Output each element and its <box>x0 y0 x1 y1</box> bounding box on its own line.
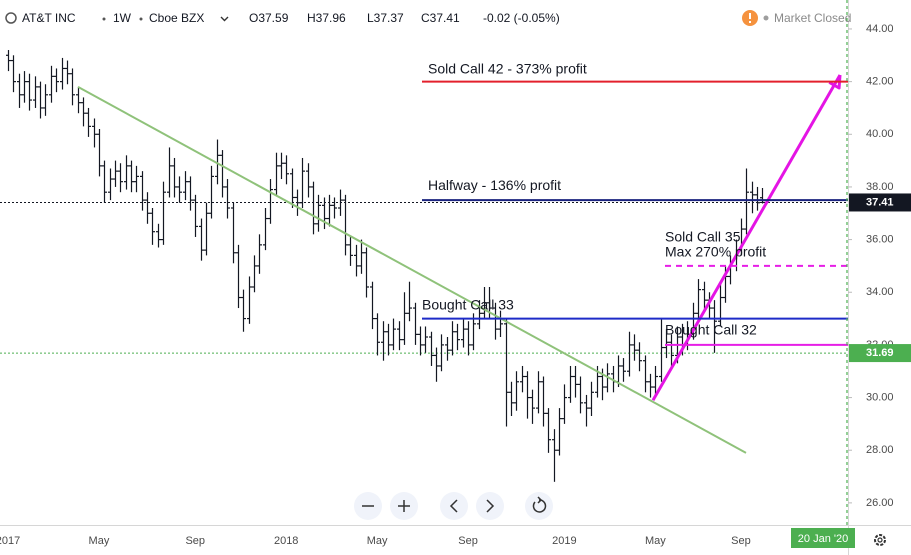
scroll-right-button[interactable] <box>476 492 504 520</box>
axes: 26.0028.0030.0032.0034.0036.0038.0040.00… <box>0 23 894 547</box>
symbol: AT&T INC <box>22 11 76 25</box>
close-value: C37.41 <box>421 11 460 25</box>
open-value: O37.59 <box>249 11 289 25</box>
date-marker-label: 20 Jan '20 <box>798 533 848 545</box>
trendline <box>651 74 842 401</box>
trendline <box>77 86 747 454</box>
x-tick-label: 2017 <box>0 535 20 547</box>
date-marker-box <box>791 528 855 548</box>
x-tick-label: 2019 <box>552 535 576 547</box>
y-tick-label: 38.00 <box>866 181 894 193</box>
y-tick-label: 42.00 <box>866 76 894 88</box>
settings-button[interactable] <box>874 534 886 546</box>
x-tick-label: Sep <box>185 535 205 547</box>
y-tick-label: 26.00 <box>866 497 894 509</box>
x-tick-label: Sep <box>458 535 478 547</box>
y-tick-label: 30.00 <box>866 391 894 403</box>
x-tick-label: May <box>89 535 110 547</box>
market-status: Market Closed <box>774 11 851 25</box>
separator <box>102 17 106 21</box>
header: AT&T INC 1W Cboe BZX O37.59 H37.96 L37.3… <box>5 10 851 26</box>
price-label-box <box>849 344 911 363</box>
annotation-text: Sold Call 35 <box>665 229 741 245</box>
scroll-left-button[interactable] <box>440 492 468 520</box>
x-tick-label: May <box>367 535 388 547</box>
y-tick-label: 40.00 <box>866 128 894 140</box>
exchange: Cboe BZX <box>149 11 204 25</box>
reset-icon <box>532 499 547 513</box>
navigation <box>354 492 886 546</box>
low-value: L37.37 <box>367 11 404 25</box>
scroll-left-icon <box>449 499 458 513</box>
annotation-text: Max 270% profit <box>665 244 766 260</box>
y-tick-label: 28.00 <box>866 444 894 456</box>
annotation-text: Halfway - 136% profit <box>428 177 561 193</box>
x-tick-label: Sep <box>731 535 751 547</box>
y-tick-label: 36.00 <box>866 234 894 246</box>
annotation-text: Bought Call 33 <box>422 296 514 312</box>
change-value: -0.02 (-0.05%) <box>483 11 560 25</box>
price-label: 37.41 <box>866 196 894 208</box>
high-value: H37.96 <box>307 11 346 25</box>
y-tick-label: 34.00 <box>866 286 894 298</box>
price-label: 31.69 <box>866 347 894 359</box>
x-tick-label: 2018 <box>274 535 298 547</box>
separator <box>139 17 143 21</box>
chevron[interactable] <box>220 16 229 22</box>
annotation-text: Bought Call 32 <box>665 322 757 338</box>
reset-icon <box>537 496 543 504</box>
status-dot <box>763 15 769 21</box>
x-tick-label: May <box>645 535 666 547</box>
y-tick-label: 44.00 <box>866 23 894 35</box>
plot-area <box>0 50 848 482</box>
symbol-icon <box>5 12 17 24</box>
price-label-box <box>849 193 911 212</box>
reset-button[interactable] <box>525 492 553 520</box>
scroll-right-icon <box>486 499 495 513</box>
annotation-text: Sold Call 42 - 373% profit <box>428 60 587 76</box>
status-icon-mark <box>749 13 751 19</box>
settings-icon <box>877 537 883 543</box>
interval: 1W <box>113 11 132 25</box>
arrow-head <box>828 74 842 90</box>
status-icon-mark <box>749 21 751 23</box>
